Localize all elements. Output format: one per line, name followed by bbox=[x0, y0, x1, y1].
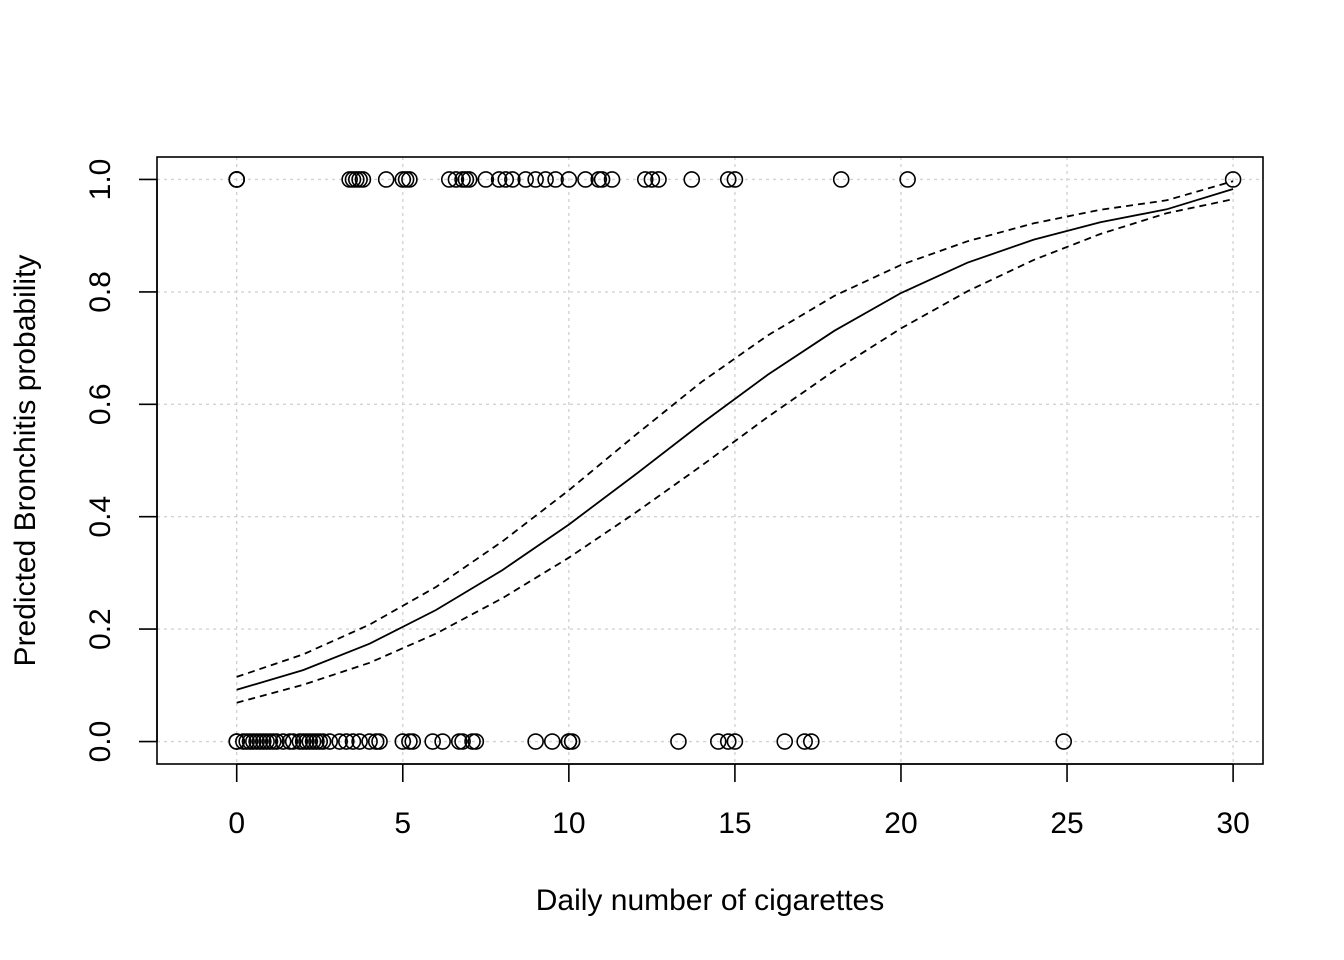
data-point bbox=[371, 733, 388, 750]
data-point bbox=[434, 733, 451, 750]
data-point bbox=[401, 171, 418, 188]
data-point bbox=[497, 171, 515, 188]
data-point bbox=[228, 733, 246, 750]
data-point bbox=[670, 733, 687, 750]
data-point bbox=[527, 733, 544, 750]
data-point bbox=[314, 733, 332, 750]
y-tick-label: 0.8 bbox=[84, 271, 117, 313]
data-point bbox=[776, 733, 794, 750]
y-axis: 0.0 0.2 0.4 0.6 0.8 1.0 bbox=[84, 159, 158, 763]
data-point bbox=[832, 171, 850, 188]
y-tick-label: 0.2 bbox=[84, 608, 117, 650]
data-point bbox=[527, 171, 544, 188]
data-point bbox=[899, 171, 916, 188]
x-axis: 0 5 10 15 20 25 30 bbox=[228, 763, 1250, 840]
data-point bbox=[796, 733, 813, 750]
data-point bbox=[321, 733, 339, 750]
x-tick-label: 30 bbox=[1216, 807, 1249, 840]
data-point bbox=[1055, 733, 1073, 750]
x-tick-label: 10 bbox=[552, 807, 585, 840]
data-point bbox=[228, 171, 246, 188]
data-point bbox=[683, 171, 701, 188]
data-point bbox=[268, 733, 285, 750]
data-point bbox=[351, 733, 368, 750]
data-point bbox=[603, 171, 621, 188]
confidence-band-line bbox=[236, 198, 1234, 704]
data-point bbox=[650, 171, 667, 188]
data-point bbox=[726, 733, 744, 750]
data-point bbox=[344, 733, 362, 750]
y-tick-label: 0.0 bbox=[84, 721, 117, 763]
data-point bbox=[477, 171, 495, 188]
data-point bbox=[490, 171, 508, 188]
data-point bbox=[643, 171, 661, 188]
data-point bbox=[504, 171, 521, 188]
data-point bbox=[424, 733, 441, 750]
data-point bbox=[537, 171, 554, 188]
x-tick-label: 15 bbox=[718, 807, 751, 840]
fitted-probability-line bbox=[236, 188, 1234, 691]
grid-lines bbox=[157, 157, 1263, 764]
data-point bbox=[338, 733, 355, 750]
x-tick-label: 5 bbox=[394, 807, 411, 840]
data-point bbox=[636, 171, 654, 188]
data-point bbox=[1224, 171, 1242, 188]
data-point bbox=[377, 171, 395, 188]
y-tick-label: 1.0 bbox=[84, 159, 117, 201]
y-tick-label: 0.4 bbox=[84, 496, 117, 538]
observation-points bbox=[228, 171, 1242, 750]
data-point bbox=[440, 171, 458, 188]
data-point bbox=[560, 171, 578, 188]
data-point bbox=[354, 171, 372, 188]
fitted-curves bbox=[236, 180, 1234, 704]
data-point bbox=[563, 733, 581, 750]
data-point bbox=[467, 733, 485, 750]
x-tick-label: 25 bbox=[1050, 807, 1083, 840]
data-point bbox=[803, 733, 820, 750]
data-point bbox=[543, 733, 561, 750]
data-point bbox=[726, 171, 744, 188]
x-tick-label: 20 bbox=[884, 807, 917, 840]
x-tick-label: 0 bbox=[228, 807, 245, 840]
y-tick-label: 0.6 bbox=[84, 383, 117, 425]
data-point bbox=[577, 171, 594, 188]
data-point bbox=[710, 733, 727, 750]
data-point bbox=[719, 733, 737, 750]
data-point bbox=[394, 733, 412, 750]
data-point bbox=[274, 733, 292, 750]
plot-border bbox=[156, 156, 1264, 765]
data-point bbox=[404, 733, 422, 750]
data-point bbox=[284, 733, 302, 750]
data-point bbox=[593, 171, 611, 188]
data-point bbox=[331, 733, 348, 750]
x-axis-title: Daily number of cigarettes bbox=[536, 884, 885, 917]
data-point bbox=[454, 733, 471, 750]
confidence-band-line bbox=[236, 180, 1234, 678]
y-axis-title: Predicted Bronchitis probability bbox=[9, 255, 42, 667]
data-point bbox=[719, 171, 737, 188]
data-point bbox=[547, 171, 564, 188]
data-point bbox=[460, 171, 478, 188]
data-point bbox=[361, 733, 378, 750]
data-point bbox=[447, 171, 465, 188]
data-point bbox=[517, 171, 534, 188]
